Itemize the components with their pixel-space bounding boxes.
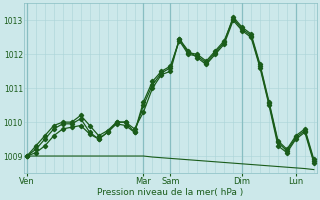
X-axis label: Pression niveau de la mer( hPa ): Pression niveau de la mer( hPa ) bbox=[97, 188, 244, 197]
